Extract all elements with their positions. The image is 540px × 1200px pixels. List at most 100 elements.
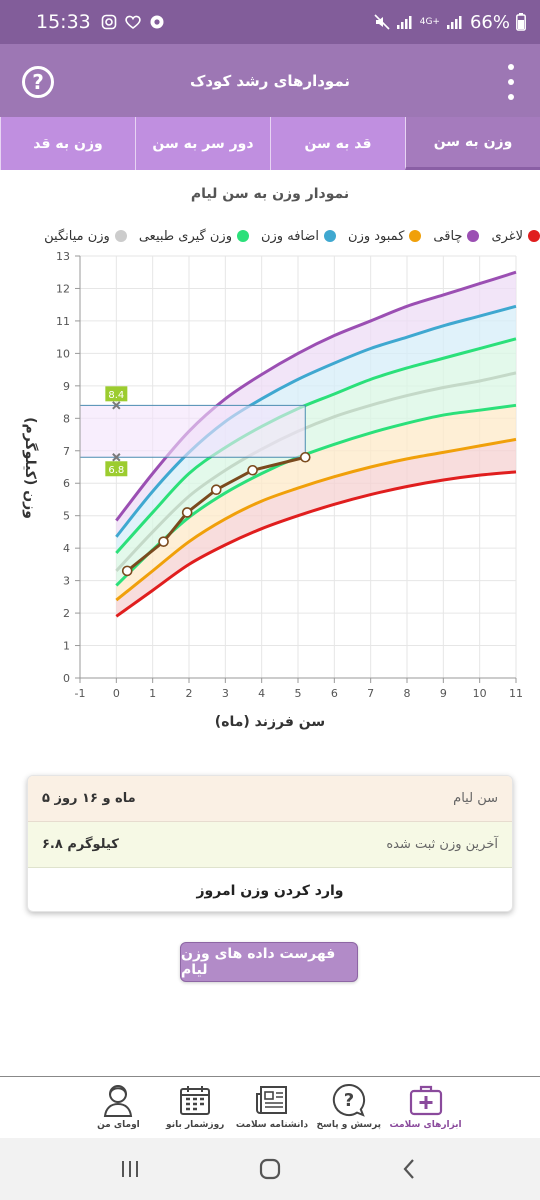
question-circle-icon: ? bbox=[32, 70, 44, 94]
tab-height-for-age[interactable]: قد به سن bbox=[270, 117, 405, 170]
legend-label: کمبود وزن bbox=[348, 228, 405, 244]
tab-weight-for-height[interactable]: وزن به قد bbox=[0, 117, 135, 170]
page-title: نمودارهای رشد کودک bbox=[189, 71, 351, 90]
nav-questions[interactable]: ? پرسش و پاسخ bbox=[310, 1077, 387, 1138]
enter-weight-button[interactable]: وارد کردن وزن امروز bbox=[196, 882, 344, 899]
x-tick-label: 11 bbox=[509, 687, 523, 700]
range-marker-label: 8.4 bbox=[108, 390, 124, 401]
network-type: 4G+ bbox=[419, 16, 440, 27]
status-time: 15:33 bbox=[36, 11, 91, 33]
nav-label: روزشمار بانو bbox=[166, 1120, 225, 1130]
medical-kit-icon bbox=[409, 1083, 443, 1117]
y-tick-label: 8 bbox=[63, 412, 70, 425]
x-tick-label: 4 bbox=[258, 687, 265, 700]
range-highlight bbox=[80, 405, 306, 458]
back-button[interactable] bbox=[390, 1149, 430, 1189]
x-tick-label: 10 bbox=[473, 687, 487, 700]
legend-item[interactable]: اضافه وزن bbox=[260, 226, 337, 246]
back-icon bbox=[403, 1159, 414, 1179]
info-card: سن لیام ۵ ماه و ۱۶ روز آخرین وزن ثبت شده… bbox=[27, 775, 513, 912]
status-bar: 15:33 4G+ 66% bbox=[0, 0, 540, 44]
child-weight-point bbox=[210, 484, 222, 496]
legend-label: وزن گیری طبیعی bbox=[138, 228, 232, 244]
weight-label: آخرین وزن ثبت شده bbox=[386, 837, 498, 852]
battery-icon bbox=[516, 13, 526, 31]
signal-icon bbox=[396, 16, 412, 29]
legend-item[interactable]: وزن گیری طبیعی bbox=[139, 226, 249, 246]
percentile-curve bbox=[115, 371, 517, 572]
x-tick-label: 8 bbox=[404, 687, 411, 700]
recent-apps-icon bbox=[122, 1161, 138, 1177]
child-weight-point bbox=[181, 507, 193, 518]
help-button[interactable]: ? bbox=[22, 66, 54, 98]
band-area bbox=[116, 405, 516, 601]
nav-label: اومای من bbox=[97, 1120, 140, 1130]
legend-item[interactable]: وزن میانگین bbox=[44, 226, 127, 246]
child-weight-point bbox=[158, 536, 169, 547]
age-label: سن لیام bbox=[453, 791, 498, 806]
battery-percent: 66% bbox=[469, 11, 510, 33]
home-button[interactable] bbox=[250, 1149, 290, 1189]
nav-label: دانشنامه سلامت bbox=[235, 1120, 309, 1130]
nav-health-tools[interactable]: ابزارهای سلامت bbox=[387, 1077, 464, 1138]
y-axis-label: وزن (کیلوگرم) bbox=[22, 417, 38, 519]
x-tick-label: 1 bbox=[149, 687, 156, 700]
question-bubble-icon: ? bbox=[332, 1083, 366, 1117]
range-marker-cross bbox=[112, 401, 121, 410]
legend-label: اضافه وزن bbox=[260, 228, 320, 244]
mute-icon bbox=[374, 14, 390, 30]
child-weight-point bbox=[299, 451, 311, 463]
nav-encyclopedia[interactable]: دانشنامه سلامت bbox=[234, 1077, 311, 1138]
y-tick-label: 1 bbox=[63, 640, 70, 653]
age-value: ۵ ماه و ۱۶ روز bbox=[42, 791, 136, 806]
legend-dot bbox=[409, 230, 422, 242]
y-tick-label: 6 bbox=[63, 477, 70, 490]
x-tick-label: -1 bbox=[75, 687, 86, 700]
range-marker-label: 6.8 bbox=[108, 465, 124, 476]
profile-icon bbox=[101, 1083, 135, 1117]
x-tick-label: 3 bbox=[222, 687, 229, 700]
y-tick-label: 4 bbox=[63, 542, 70, 555]
y-tick-label: 10 bbox=[56, 347, 70, 360]
overflow-menu-button[interactable] bbox=[506, 64, 516, 100]
y-tick-label: 5 bbox=[63, 510, 70, 523]
notification-icons bbox=[101, 14, 165, 30]
heart-icon bbox=[125, 15, 141, 29]
range-marker-badge bbox=[105, 386, 128, 402]
nav-label: ابزارهای سلامت bbox=[389, 1120, 462, 1130]
chart-title: نمودار وزن به سن لیام bbox=[190, 186, 350, 202]
band-area bbox=[116, 272, 516, 537]
legend-dot bbox=[324, 230, 337, 242]
signal-icon bbox=[446, 16, 462, 29]
chart-legend: لاغری چاقی کمبود وزن اضافه وزن وزن گیری … bbox=[44, 226, 540, 246]
child-weight-line bbox=[126, 455, 306, 573]
newspaper-icon bbox=[255, 1083, 289, 1117]
percentile-curve bbox=[115, 337, 517, 555]
range-marker-cross bbox=[112, 453, 121, 462]
instagram-icon bbox=[101, 14, 117, 30]
tab-head-circumference[interactable]: دور سر به سن bbox=[135, 117, 270, 170]
y-tick-label: 9 bbox=[63, 380, 70, 393]
weight-list-button[interactable]: فهرست داده های وزن لیام bbox=[180, 942, 358, 982]
band-area bbox=[116, 372, 516, 586]
chart-tabs: وزن به سن قد به سن دور سر به سن وزن به ق… bbox=[0, 117, 540, 170]
legend-item[interactable]: لاغری bbox=[491, 226, 540, 246]
legend-item[interactable]: کمبود وزن bbox=[348, 226, 422, 246]
x-tick-label: 7 bbox=[367, 687, 374, 700]
recent-apps-button[interactable] bbox=[110, 1149, 150, 1189]
nav-label: پرسش و پاسخ bbox=[316, 1120, 382, 1130]
child-weight-point bbox=[121, 565, 133, 577]
app-bar: ? نمودارهای رشد کودک bbox=[0, 44, 540, 117]
nav-profile[interactable]: اومای من bbox=[80, 1077, 157, 1138]
age-row: سن لیام ۵ ماه و ۱۶ روز bbox=[28, 776, 512, 822]
x-tick-label: 0 bbox=[113, 687, 120, 700]
y-tick-label: 11 bbox=[56, 315, 70, 328]
legend-item[interactable]: چاقی bbox=[433, 226, 480, 246]
svg-text:?: ? bbox=[344, 1090, 354, 1111]
legend-label: وزن میانگین bbox=[44, 228, 110, 244]
legend-dot bbox=[528, 230, 540, 242]
y-tick-label: 2 bbox=[63, 607, 70, 620]
nav-calendar[interactable]: روزشمار بانو bbox=[157, 1077, 234, 1138]
tab-weight-for-age[interactable]: وزن به سن bbox=[405, 117, 540, 170]
